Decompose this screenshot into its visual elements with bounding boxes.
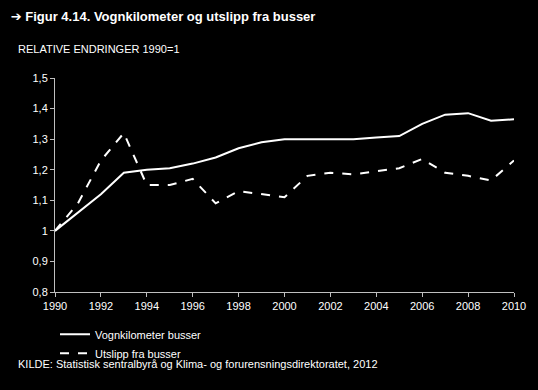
svg-text:1996: 1996: [180, 300, 204, 312]
svg-text:➔ Figur 4.14. Vognkilometer og: ➔ Figur 4.14. Vognkilometer og utslipp f…: [11, 9, 316, 24]
svg-text:1: 1: [42, 225, 48, 237]
svg-text:1998: 1998: [226, 300, 250, 312]
svg-text:Vognkilometer busser: Vognkilometer busser: [95, 329, 201, 341]
svg-text:1994: 1994: [135, 300, 159, 312]
svg-text:2008: 2008: [456, 300, 480, 312]
svg-text:1,4: 1,4: [33, 102, 48, 114]
svg-text:0,8: 0,8: [33, 286, 48, 298]
svg-text:Utslipp fra busser: Utslipp fra busser: [95, 348, 181, 360]
svg-text:2010: 2010: [502, 300, 526, 312]
svg-text:1,1: 1,1: [33, 194, 48, 206]
svg-text:2002: 2002: [318, 300, 342, 312]
svg-text:RELATIVE ENDRINGER 1990=1: RELATIVE ENDRINGER 1990=1: [18, 43, 180, 55]
svg-text:2006: 2006: [410, 300, 434, 312]
svg-text:1,2: 1,2: [33, 164, 48, 176]
svg-text:2000: 2000: [272, 300, 296, 312]
svg-text:0,9: 0,9: [33, 255, 48, 267]
svg-text:1990: 1990: [43, 300, 67, 312]
svg-text:KILDE: Statistisk sentralbyrå: KILDE: Statistisk sentralbyrå og Klima- …: [18, 358, 378, 370]
svg-text:1992: 1992: [89, 300, 113, 312]
svg-text:1,3: 1,3: [33, 133, 48, 145]
svg-text:1,5: 1,5: [33, 72, 48, 84]
svg-text:2004: 2004: [364, 300, 388, 312]
